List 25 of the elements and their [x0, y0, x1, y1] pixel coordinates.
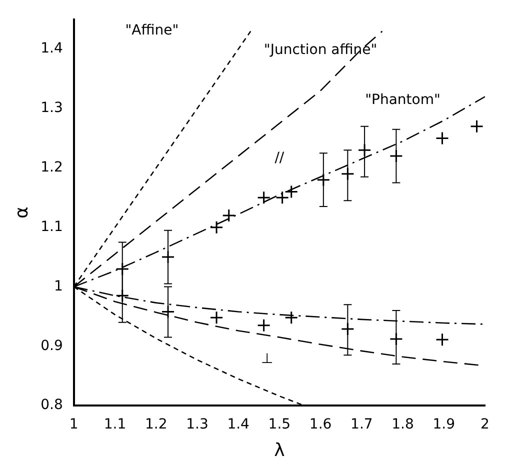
y-tick-label: 0.8	[40, 397, 63, 414]
x-tick-label: 1.5	[268, 416, 291, 433]
x-tick-label: 1.6	[309, 416, 332, 433]
x-tick-label: 1.3	[186, 416, 208, 433]
x-tick-label: 1.8	[392, 416, 414, 433]
x-tick-label: 1.9	[432, 416, 456, 433]
x-tick-label: 1	[69, 416, 78, 433]
y-tick-label: 1.4	[40, 40, 63, 57]
x-tick-label: 2	[480, 416, 490, 433]
x-tick-label: 1.1	[104, 416, 126, 433]
y-tick-label: 0.9	[40, 338, 63, 354]
y-axis-title: α	[11, 206, 32, 218]
x-tick-label: 1.4	[227, 416, 250, 433]
x-axis-title: λ	[274, 440, 286, 461]
x-tick-label: 1.7	[350, 416, 373, 433]
annotation: "Phantom"	[365, 92, 440, 108]
y-tick-label: 1	[54, 278, 63, 294]
annotation: //	[274, 150, 284, 166]
annotation: "Affine"	[125, 22, 179, 39]
annotation: ⊥	[260, 350, 274, 367]
y-tick-label: 1.1	[40, 218, 63, 235]
y-tick-label: 1.2	[40, 160, 63, 176]
y-tick-label: 1.3	[40, 100, 63, 116]
x-tick-label: 1.2	[144, 416, 168, 433]
annotation: "Junction affine"	[264, 42, 378, 58]
